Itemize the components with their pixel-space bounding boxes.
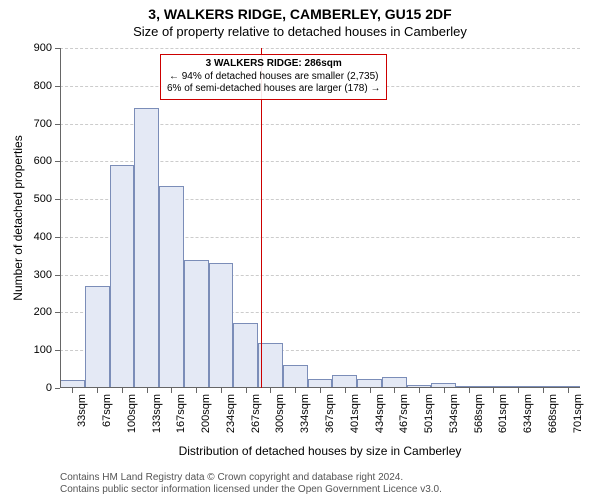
annotation-line-3: 6% of semi-detached houses are larger (1…: [167, 83, 380, 96]
ytick-label: 200: [34, 306, 52, 318]
xtick-label: 568sqm: [473, 394, 485, 433]
xtick-label: 267sqm: [250, 394, 262, 433]
xtick-label: 467sqm: [398, 394, 410, 433]
xtick-label: 367sqm: [324, 394, 336, 433]
page-title: 3, WALKERS RIDGE, CAMBERLEY, GU15 2DF: [0, 6, 600, 22]
footer-attribution: Contains HM Land Registry data © Crown c…: [60, 472, 442, 496]
xtick-label: 67sqm: [101, 394, 113, 427]
ytick-label: 0: [46, 382, 52, 394]
xtick-mark: [370, 388, 371, 393]
xtick-mark: [568, 388, 569, 393]
histogram-bar: [184, 260, 209, 388]
ytick-label: 900: [34, 42, 52, 54]
xtick-mark: [196, 388, 197, 393]
histogram-bar: [258, 343, 283, 388]
xtick-label: 133sqm: [151, 394, 163, 433]
gridline: [60, 48, 580, 49]
xtick-mark: [543, 388, 544, 393]
ytick-label: 700: [34, 118, 52, 130]
y-axis-label: Number of detached properties: [11, 135, 25, 300]
ytick-label: 500: [34, 193, 52, 205]
histogram-bar: [110, 165, 135, 388]
xtick-mark: [444, 388, 445, 393]
histogram-bar: [85, 286, 110, 388]
annotation-line-2: ← 94% of detached houses are smaller (2,…: [167, 71, 380, 84]
xtick-label: 100sqm: [126, 394, 138, 433]
xtick-mark: [320, 388, 321, 393]
xtick-label: 701sqm: [572, 394, 584, 433]
xtick-label: 534sqm: [448, 394, 460, 433]
x-axis-label: Distribution of detached houses by size …: [60, 444, 580, 458]
xtick-mark: [171, 388, 172, 393]
xtick-mark: [419, 388, 420, 393]
xtick-mark: [72, 388, 73, 393]
xtick-mark: [469, 388, 470, 393]
y-axis: [60, 48, 61, 388]
footer-line-1: Contains HM Land Registry data © Crown c…: [60, 472, 442, 484]
annotation-box: 3 WALKERS RIDGE: 286sqm← 94% of detached…: [160, 54, 387, 100]
xtick-label: 300sqm: [274, 394, 286, 433]
xtick-label: 401sqm: [349, 394, 361, 433]
xtick-label: 501sqm: [423, 394, 435, 433]
histogram-bar: [134, 108, 159, 388]
x-axis: [60, 387, 580, 388]
histogram-bar: [159, 186, 184, 388]
xtick-label: 434sqm: [374, 394, 386, 433]
ytick-label: 800: [34, 80, 52, 92]
xtick-label: 167sqm: [175, 394, 187, 433]
xtick-mark: [518, 388, 519, 393]
ytick-label: 400: [34, 231, 52, 243]
xtick-mark: [295, 388, 296, 393]
xtick-mark: [246, 388, 247, 393]
ytick-label: 300: [34, 269, 52, 281]
xtick-mark: [97, 388, 98, 393]
histogram-bar: [233, 323, 258, 388]
annotation-line-1: 3 WALKERS RIDGE: 286sqm: [167, 58, 380, 71]
xtick-label: 334sqm: [299, 394, 311, 433]
ytick-mark: [55, 388, 60, 389]
xtick-label: 634sqm: [522, 394, 534, 433]
xtick-label: 234sqm: [225, 394, 237, 433]
xtick-mark: [122, 388, 123, 393]
xtick-label: 200sqm: [200, 394, 212, 433]
histogram-bar: [209, 263, 234, 388]
histogram-plot: 010020030040050060070080090033sqm67sqm10…: [60, 48, 580, 388]
page-subtitle: Size of property relative to detached ho…: [0, 24, 600, 39]
ytick-label: 600: [34, 155, 52, 167]
histogram-bar: [283, 365, 308, 388]
ytick-label: 100: [34, 344, 52, 356]
xtick-mark: [493, 388, 494, 393]
footer-line-2: Contains public sector information licen…: [60, 484, 442, 496]
xtick-mark: [394, 388, 395, 393]
xtick-mark: [147, 388, 148, 393]
xtick-label: 601sqm: [497, 394, 509, 433]
xtick-mark: [270, 388, 271, 393]
xtick-label: 33sqm: [76, 394, 88, 427]
xtick-mark: [221, 388, 222, 393]
xtick-label: 668sqm: [547, 394, 559, 433]
xtick-mark: [345, 388, 346, 393]
